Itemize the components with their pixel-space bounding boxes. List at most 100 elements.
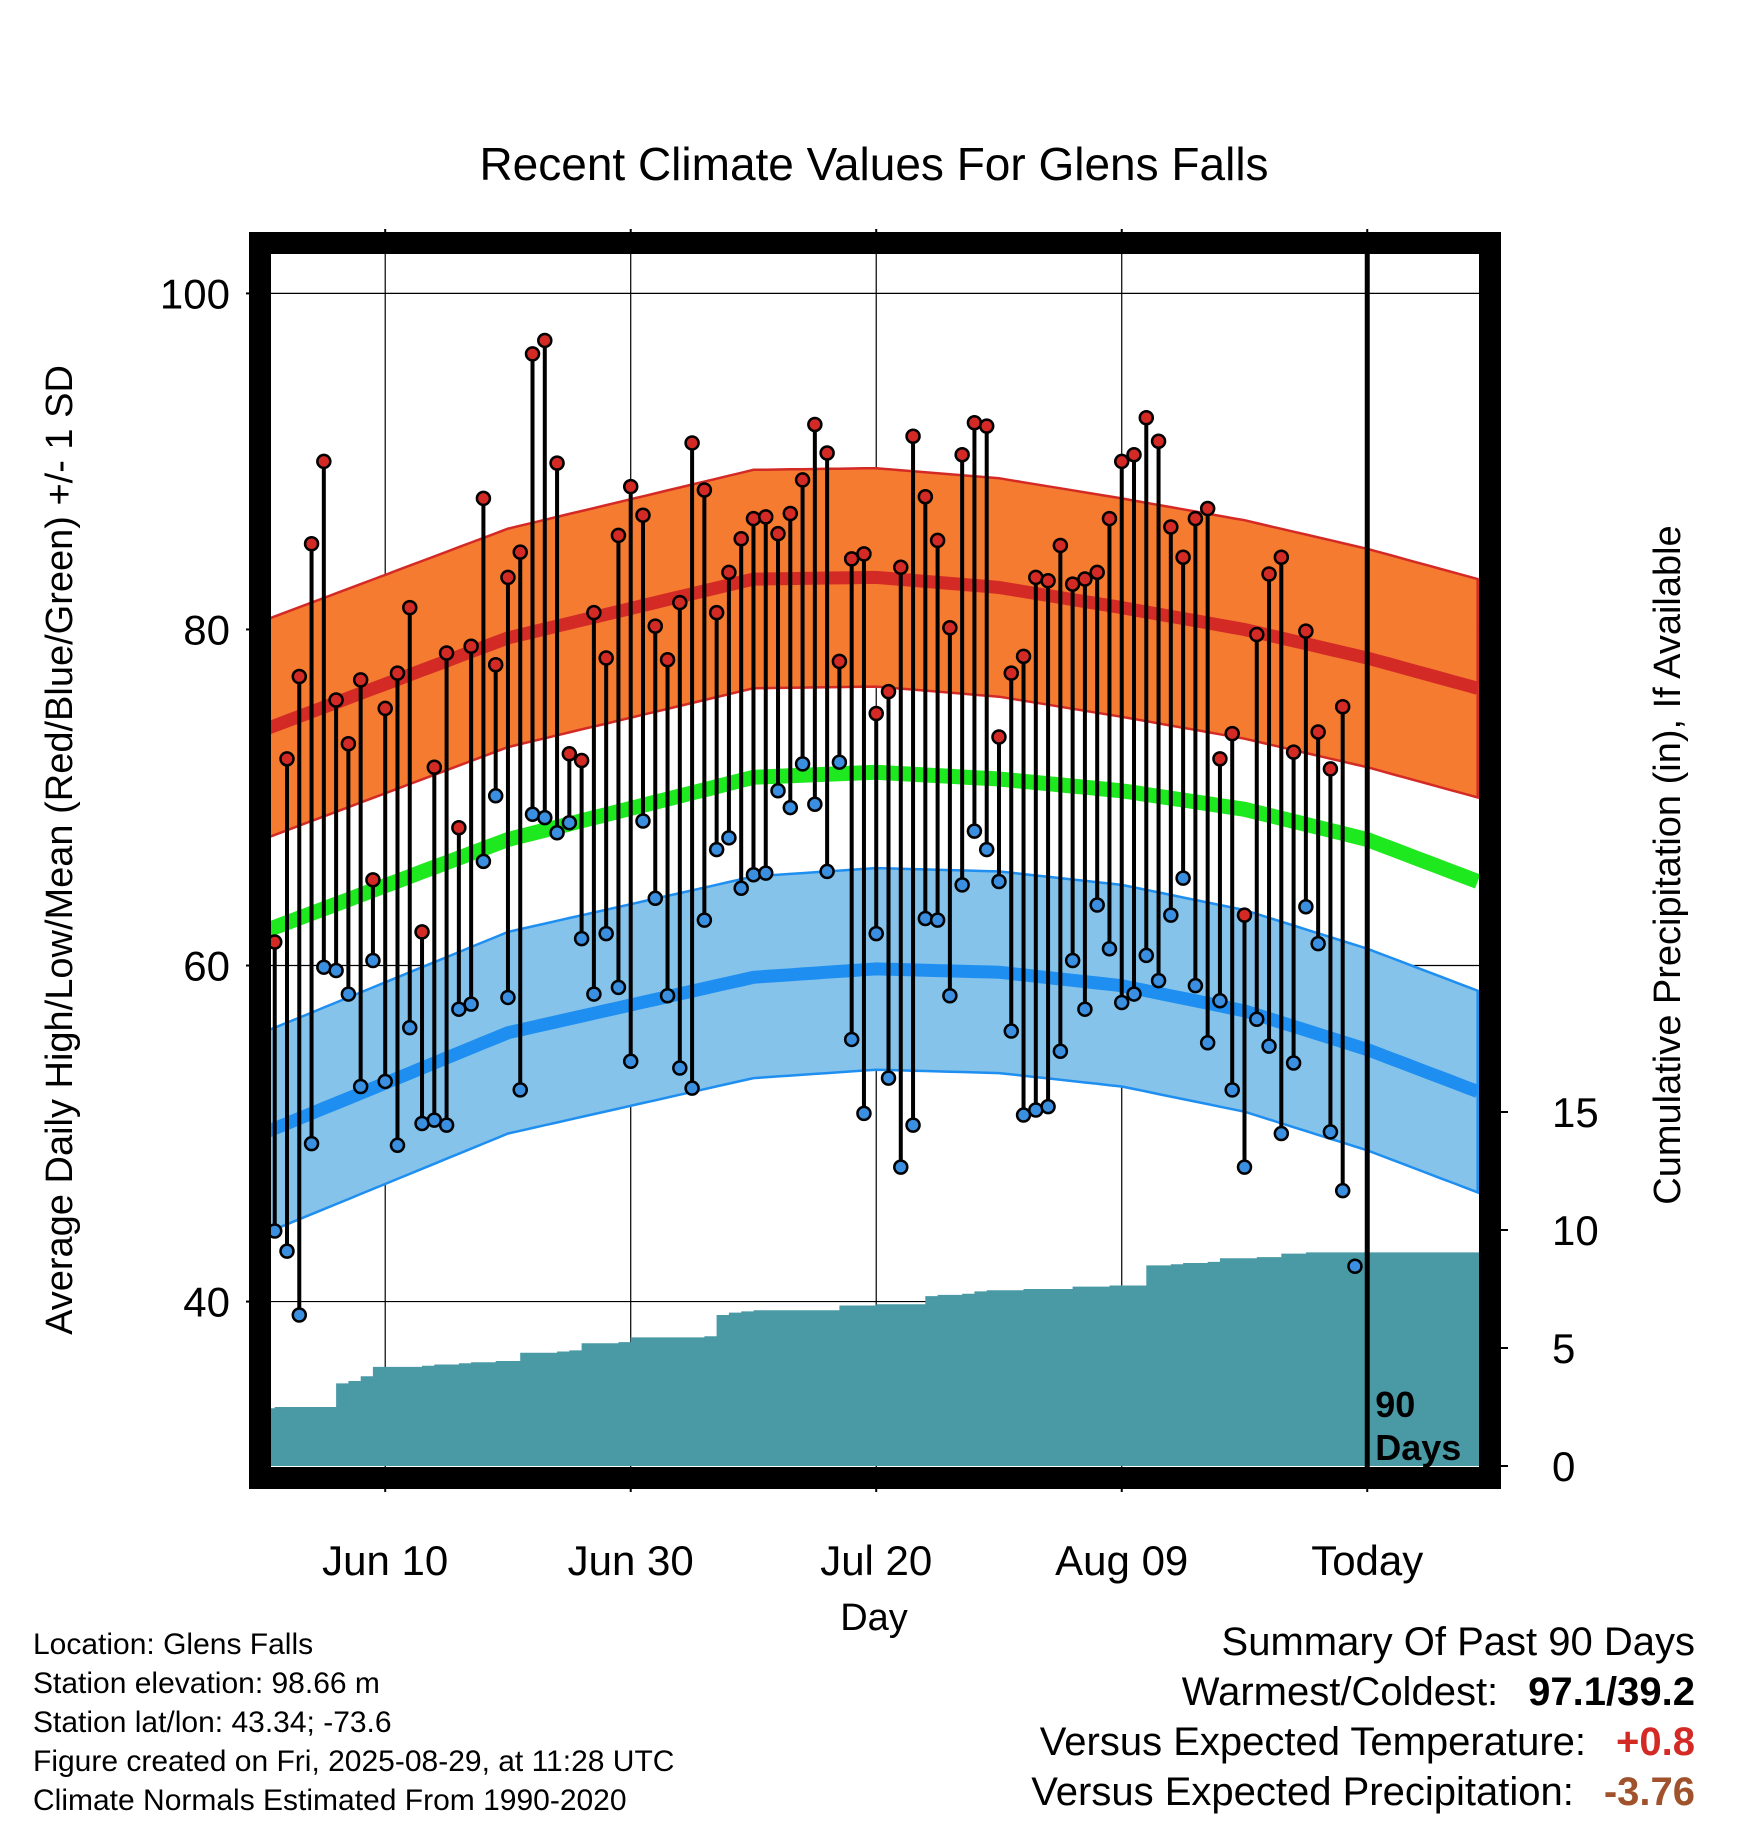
- y2-tick-label: 15: [1552, 1089, 1599, 1136]
- daily-high-point: [500, 569, 516, 586]
- daily-low-point: [1187, 977, 1204, 994]
- daily-low-point: [893, 1159, 909, 1175]
- daily-low-point: [270, 1223, 283, 1239]
- daily-high-point: [389, 665, 406, 681]
- daily-low-point: [880, 1070, 897, 1086]
- daily-high-point: [856, 546, 872, 562]
- daily-low-point: [991, 873, 1007, 890]
- daily-low-point: [512, 1082, 528, 1098]
- daily-high-point: [659, 651, 676, 668]
- temp-anomaly-value: +0.8: [1616, 1720, 1695, 1764]
- daily-high-point: [463, 638, 479, 655]
- daily-high-point: [316, 453, 332, 470]
- daily-low-point: [856, 1105, 872, 1122]
- daily-low-point: [377, 1073, 393, 1090]
- summary-temp: Versus Expected Temperature: +0.8: [1031, 1717, 1695, 1767]
- daily-high-point: [1273, 549, 1290, 565]
- station-info: Location: Glens Falls Station elevation:…: [33, 1625, 674, 1820]
- daily-high-point: [991, 729, 1007, 745]
- daily-low-point: [1089, 897, 1105, 913]
- daily-high-point: [365, 872, 381, 888]
- daily-low-point: [1003, 1023, 1020, 1039]
- daily-high-point: [352, 672, 369, 688]
- daily-low-point: [1199, 1035, 1216, 1051]
- daily-high-point: [303, 536, 320, 552]
- precipitation-area: [270, 1252, 1480, 1466]
- daily-high-point: [1187, 510, 1204, 527]
- daily-high-point: [1052, 537, 1069, 554]
- daily-low-point: [279, 1243, 295, 1259]
- daily-high-point: [1322, 761, 1339, 777]
- daily-high-point: [905, 428, 921, 444]
- daily-low-point: [745, 867, 762, 883]
- today-days-number: 90: [1375, 1384, 1415, 1425]
- daily-low-point: [1101, 940, 1118, 957]
- daily-high-point: [733, 530, 749, 547]
- daily-low-point: [549, 825, 565, 841]
- climate-normals-note: Climate Normals Estimated From 1990-2020: [33, 1784, 627, 1817]
- daily-high-point: [1212, 751, 1228, 767]
- daily-high-point: [807, 416, 823, 433]
- daily-high-point: [708, 604, 725, 621]
- daily-high-point: [402, 599, 418, 616]
- daily-high-point: [647, 618, 664, 634]
- daily-high-point: [942, 620, 958, 636]
- x-tick-label: Aug 09: [1055, 1537, 1188, 1584]
- summary-panel: Summary Of Past 90 Days Warmest/Coldest:…: [1031, 1617, 1695, 1817]
- daily-high-point: [377, 700, 393, 717]
- daily-low-point: [352, 1078, 369, 1095]
- daily-low-point: [1261, 1038, 1277, 1054]
- y-tick-label: 80: [183, 606, 230, 653]
- normal-low-line: [270, 962, 1480, 1138]
- summary-warm-cold: Warmest/Coldest: 97.1/39.2: [1031, 1667, 1695, 1717]
- daily-high-point: [966, 415, 983, 431]
- normal-mean-line: [270, 764, 1480, 938]
- daily-low-point: [757, 865, 774, 881]
- y2-tick-label: 5: [1552, 1325, 1575, 1372]
- daily-high-point: [1261, 566, 1277, 582]
- daily-low-point: [1150, 972, 1167, 989]
- daily-low-point: [487, 788, 504, 804]
- daily-high-point: [586, 604, 602, 621]
- daily-high-point: [1003, 665, 1020, 681]
- daily-low-point: [708, 841, 725, 858]
- temp-anomaly-label: Versus Expected Temperature:: [1039, 1720, 1587, 1764]
- daily-high-point: [1015, 648, 1032, 665]
- y2-tick-label: 10: [1552, 1207, 1599, 1254]
- daily-low-point: [672, 1060, 688, 1076]
- daily-low-point: [414, 1115, 430, 1132]
- daily-low-point: [524, 806, 541, 823]
- daily-low-point: [316, 959, 332, 975]
- daily-low-point: [954, 877, 970, 893]
- daily-low-point: [475, 853, 492, 870]
- daily-high-point: [1175, 549, 1191, 565]
- daily-low-point: [610, 979, 627, 996]
- daily-low-point: [819, 863, 835, 880]
- daily-high-point: [917, 488, 934, 505]
- daily-high-point: [487, 656, 504, 673]
- daily-low-point: [1236, 1159, 1253, 1175]
- daily-low-point: [1347, 1258, 1363, 1275]
- daily-high-point: [1285, 744, 1302, 760]
- daily-high-point: [770, 525, 786, 542]
- y-tick-label: 60: [183, 943, 230, 990]
- normal-low-band: [270, 866, 1479, 1233]
- daily-high-point: [1150, 433, 1167, 450]
- precip-anomaly-label: Versus Expected Precipitation:: [1031, 1770, 1574, 1814]
- daily-high-point: [426, 759, 443, 775]
- daily-low-point: [978, 841, 995, 858]
- x-axis-title: Day: [840, 1597, 908, 1639]
- x-tick-label: Jun 10: [322, 1537, 448, 1584]
- daily-high-point: [1126, 446, 1142, 463]
- daily-low-point: [1163, 907, 1179, 923]
- daily-high-point: [794, 472, 811, 488]
- daily-low-point: [1273, 1125, 1290, 1142]
- daily-low-point: [1064, 952, 1081, 969]
- daily-high-point: [929, 532, 946, 549]
- daily-high-point: [635, 507, 651, 523]
- daily-low-point: [929, 912, 946, 928]
- daily-low-point: [1298, 898, 1314, 915]
- daily-low-point: [291, 1307, 308, 1323]
- daily-high-point: [537, 332, 553, 349]
